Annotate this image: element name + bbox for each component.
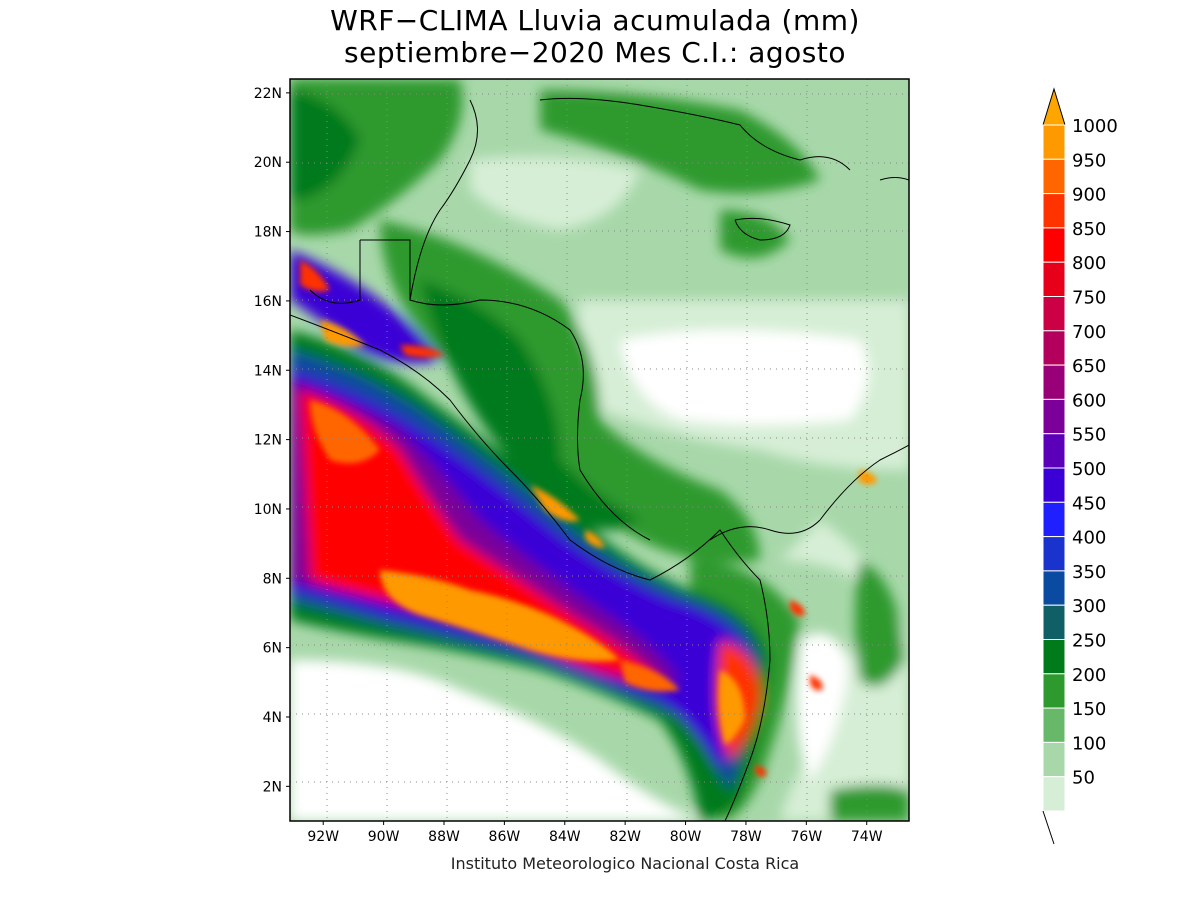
colorbar-label: 250 <box>1072 631 1106 652</box>
lat-tick-label: 14N <box>254 363 282 379</box>
lon-tick-label: 78W <box>730 829 762 845</box>
colorbar-swatch <box>1042 776 1066 812</box>
lat-tick-label: 6N <box>263 641 282 657</box>
latitude-axis: 22N 20N 18N 16N 14N 12N 10N 8N 6N 4N 2N <box>254 86 290 795</box>
map-title-line2: septiembre−2020 Mes C.I.: agosto <box>344 36 846 69</box>
lon-tick-label: 84W <box>549 829 581 845</box>
colorbar-label: 50 <box>1072 768 1095 789</box>
colorbar-label: 800 <box>1072 253 1106 274</box>
colorbar-swatch <box>1042 467 1066 503</box>
precipitation-field <box>290 79 909 821</box>
colorbar-lower-edge <box>1042 810 1055 845</box>
lat-tick-label: 18N <box>254 225 282 241</box>
lat-tick-label: 22N <box>254 86 282 102</box>
colorbar-label: 950 <box>1072 150 1106 171</box>
colorbar-swatch <box>1042 433 1066 469</box>
colorbar-label: 400 <box>1072 528 1106 549</box>
colorbar-label: 850 <box>1072 219 1106 240</box>
lat-tick-label: 8N <box>263 571 282 587</box>
colorbar-swatch <box>1042 364 1066 400</box>
colorbar: 1000 950 900 850 800 750 700 650 600 550 500 450 400… <box>1042 87 1118 845</box>
lat-tick-label: 4N <box>263 710 282 726</box>
colorbar-label: 1000 <box>1072 116 1118 137</box>
colorbar-label: 500 <box>1072 459 1106 480</box>
lat-tick-label: 2N <box>263 779 282 795</box>
colorbar-swatch <box>1042 193 1066 229</box>
colorbar-swatch <box>1042 570 1066 606</box>
colorbar-arrow <box>1042 87 1066 126</box>
lon-tick-label: 74W <box>851 829 883 845</box>
colorbar-label: 600 <box>1072 390 1106 411</box>
colorbar-label: 750 <box>1072 288 1106 309</box>
colorbar-label: 350 <box>1072 562 1106 583</box>
colorbar-swatch <box>1042 261 1066 298</box>
lon-tick-label: 80W <box>670 829 702 845</box>
lon-tick-label: 90W <box>368 829 400 845</box>
map-frame <box>289 78 910 822</box>
colorbar-swatch <box>1042 604 1066 641</box>
colorbar-label: 700 <box>1072 322 1106 343</box>
colorbar-swatch <box>1042 330 1066 366</box>
lon-tick-label: 88W <box>428 829 460 845</box>
lon-tick-label: 82W <box>609 829 641 845</box>
colorbar-swatch <box>1042 398 1066 435</box>
colorbar-swatch <box>1042 536 1066 572</box>
graticule <box>290 79 909 821</box>
colorbar-label: 450 <box>1072 493 1106 514</box>
colorbar-label: 200 <box>1072 665 1106 686</box>
colorbar-label: 550 <box>1072 425 1106 446</box>
colorbar-swatch <box>1042 673 1066 709</box>
colorbar-swatch <box>1042 639 1066 675</box>
lat-tick-label: 20N <box>254 155 282 171</box>
colorbar-swatch <box>1042 124 1066 160</box>
colorbar-label: 100 <box>1072 733 1106 754</box>
colorbar-swatch <box>1042 158 1066 195</box>
colorbar-label: 150 <box>1072 699 1106 720</box>
credit-text: Instituto Meteorologico Nacional Costa R… <box>450 854 800 873</box>
map-title-line1: WRF−CLIMA Lluvia acumulada (mm) <box>330 4 860 37</box>
lat-tick-label: 12N <box>254 433 282 449</box>
colorbar-swatch <box>1042 296 1066 332</box>
colorbar-swatch <box>1042 227 1066 263</box>
lon-tick-label: 86W <box>489 829 521 845</box>
lon-tick-label: 76W <box>791 829 823 845</box>
colorbar-label: 300 <box>1072 596 1106 617</box>
lon-tick-label: 92W <box>307 829 339 845</box>
lat-tick-label: 16N <box>254 294 282 310</box>
colorbar-swatch <box>1042 741 1066 778</box>
longitude-axis: 92W 90W 88W 86W 84W 82W 80W 78W 76W 74W <box>307 821 883 845</box>
coastlines <box>290 97 909 821</box>
colorbar-swatch <box>1042 707 1066 743</box>
colorbar-swatch <box>1042 501 1066 538</box>
lat-tick-label: 10N <box>254 502 282 518</box>
colorbar-label: 900 <box>1072 185 1106 206</box>
colorbar-label: 650 <box>1072 356 1106 377</box>
